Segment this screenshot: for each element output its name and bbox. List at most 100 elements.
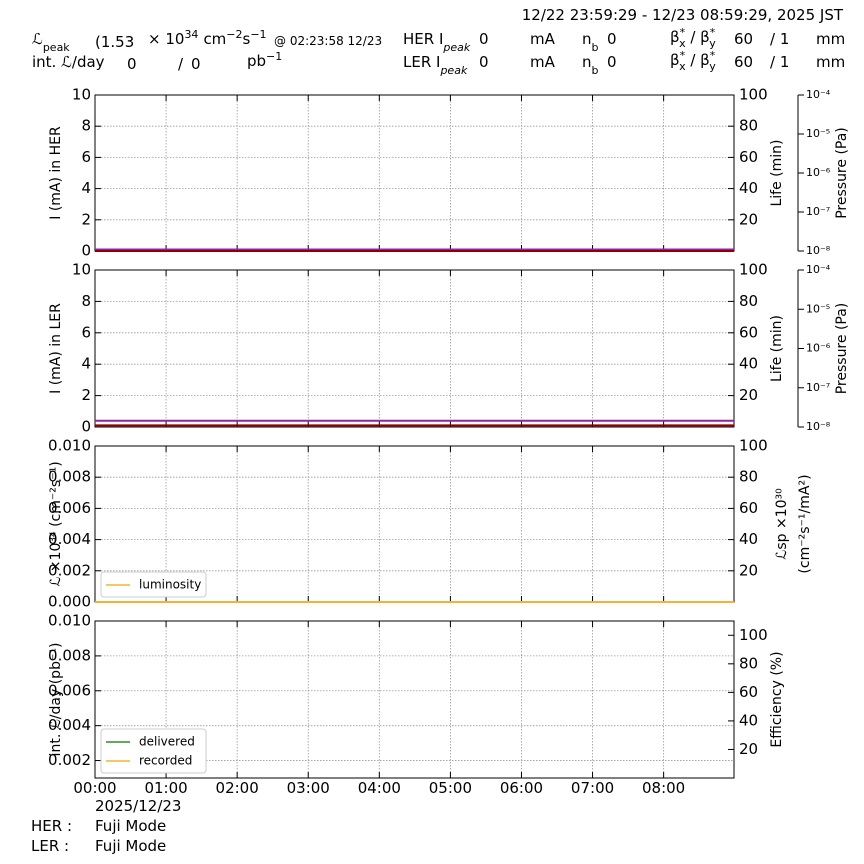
y-tick-label: 0.006 xyxy=(48,681,91,699)
legend-label: luminosity xyxy=(139,578,201,592)
value: 60 xyxy=(734,53,753,71)
ring-peak: LER Ipeak xyxy=(403,53,468,77)
integrated-luminosity: int. ℒ/day 0 / 0 pb−1 xyxy=(32,50,282,74)
y2-tick-label: 60 xyxy=(739,683,758,701)
y-tick-label: 0 xyxy=(81,242,91,260)
y2-tick-label: 20 xyxy=(739,386,758,404)
ring-row: HER Ipeak 0 mA nb 0 β* x / β* y 60/ 1 mm xyxy=(403,26,845,54)
value: 0 xyxy=(479,30,489,48)
mode: Fuji Mode xyxy=(95,837,166,855)
y-tick-label: 4 xyxy=(81,355,91,373)
sub: y xyxy=(709,60,716,73)
label: HER I xyxy=(403,30,443,48)
y3-tick-label: 10⁻⁷ xyxy=(806,381,830,394)
time-range: 12/22 23:59:29 - 12/23 08:59:29, 2025 JS… xyxy=(522,6,844,24)
y2-axis-label: (cm⁻²s⁻¹/mA²) xyxy=(797,474,813,573)
y2-tick-label: 60 xyxy=(739,499,758,517)
y-tick-label: 0.008 xyxy=(48,468,91,486)
beta: β* x / β* y xyxy=(670,49,716,73)
unit: × 1034 cm−2s−1 xyxy=(148,28,267,49)
y-tick-label: 6 xyxy=(81,148,91,166)
plot-frame xyxy=(94,269,735,428)
y-tick-label: 8 xyxy=(81,117,91,135)
y2-tick-label: 40 xyxy=(739,355,758,373)
sub: x xyxy=(679,37,686,50)
unit: pb−1 xyxy=(247,50,282,71)
ring-peak: HER Ipeak xyxy=(403,30,471,54)
value: (1.53 xyxy=(95,33,134,51)
mode: Fuji Mode xyxy=(95,817,166,835)
y-axis-label: ℒ ×10³⁴ (cm⁻²s⁻¹) xyxy=(48,461,64,586)
legend-box xyxy=(100,571,207,598)
y3-tick-label: 10⁻⁷ xyxy=(806,205,830,218)
plot-frame xyxy=(94,94,735,252)
unit: mA xyxy=(530,30,556,48)
ring: LER : xyxy=(31,837,69,855)
b: β xyxy=(670,28,680,46)
y-tick-label: 6 xyxy=(81,323,91,341)
n: n xyxy=(582,30,592,48)
y2-tick-label: 100 xyxy=(739,86,768,104)
sup: * xyxy=(680,26,686,39)
label: LER I xyxy=(403,53,440,71)
sep: / β xyxy=(686,51,710,69)
x-tick-label: 05:00 xyxy=(429,779,472,797)
sup: * xyxy=(710,49,716,62)
y3-tick-label: 10⁻⁴ xyxy=(806,88,831,101)
x-tick-label: 08:00 xyxy=(642,779,685,797)
unit: mm xyxy=(816,53,845,71)
y2-tick-label: 20 xyxy=(739,561,758,579)
x-tick-label: 03:00 xyxy=(287,779,330,797)
y-tick-label: 0.002 xyxy=(48,751,91,769)
b: β xyxy=(670,51,680,69)
y-tick-label: 2 xyxy=(81,386,91,404)
value: 0 xyxy=(607,30,617,48)
sub: y xyxy=(709,37,716,50)
legend-label: recorded xyxy=(139,754,192,768)
y3-axis-label: Pressure (Pa) xyxy=(834,303,850,395)
value: 0 xyxy=(607,53,617,71)
y2-tick-label: 40 xyxy=(739,179,758,197)
y-tick-label: 0.006 xyxy=(48,499,91,517)
bunches: nb xyxy=(582,30,599,54)
y-tick-label: 8 xyxy=(81,292,91,310)
peak-time: @ 02:23:58 12/23 xyxy=(274,34,382,48)
y3-tick-label: 10⁻⁵ xyxy=(806,127,830,140)
y-tick-label: 2 xyxy=(81,210,91,228)
x-tick-label: 01:00 xyxy=(144,779,187,797)
label: ℒpeak xyxy=(32,30,70,54)
y2-tick-label: 40 xyxy=(739,530,758,548)
legend-box xyxy=(100,728,207,774)
x-tick-label: 00:00 xyxy=(73,779,116,797)
unit: mA xyxy=(530,53,556,71)
sub: x xyxy=(679,60,686,73)
y3-axis-label: Pressure (Pa) xyxy=(834,127,850,219)
peak-luminosity: ℒpeak (1.53 × 1034 cm−2s−1 @ 02:23:58 12/… xyxy=(32,28,382,54)
y2-axis-label: ℒsp ×10³⁰ xyxy=(774,488,790,560)
y3-tick-label: 10⁻⁵ xyxy=(806,302,830,315)
value: / 1 xyxy=(770,30,789,48)
y2-tick-label: 80 xyxy=(739,468,758,486)
value: 60 xyxy=(734,30,753,48)
y-tick-label: 0.004 xyxy=(48,530,91,548)
bunches: nb xyxy=(582,53,599,77)
label: int. ℒ/day xyxy=(32,53,105,71)
y-tick-label: 0.000 xyxy=(48,593,91,611)
y-tick-label: 10 xyxy=(72,86,91,104)
date: 2025/12/23 xyxy=(95,797,181,815)
y2-tick-label: 80 xyxy=(739,117,758,135)
y-tick-label: 0.010 xyxy=(48,437,91,455)
sep: / β xyxy=(686,28,710,46)
y2-tick-label: 100 xyxy=(739,261,768,279)
sub: peak xyxy=(439,64,467,77)
y2-tick-label: 20 xyxy=(739,740,758,758)
y3-tick-label: 10⁻⁶ xyxy=(806,342,831,355)
y-tick-label: 0.002 xyxy=(48,561,91,579)
y2-tick-label: 100 xyxy=(739,437,768,455)
x-tick-label: 07:00 xyxy=(571,779,614,797)
sub: b xyxy=(592,41,599,54)
y-tick-label: 10 xyxy=(72,261,91,279)
y2-tick-label: 40 xyxy=(739,711,758,729)
y3-tick-label: 10⁻⁶ xyxy=(806,166,831,179)
y2-axis-label: Efficiency (%) xyxy=(769,651,785,747)
